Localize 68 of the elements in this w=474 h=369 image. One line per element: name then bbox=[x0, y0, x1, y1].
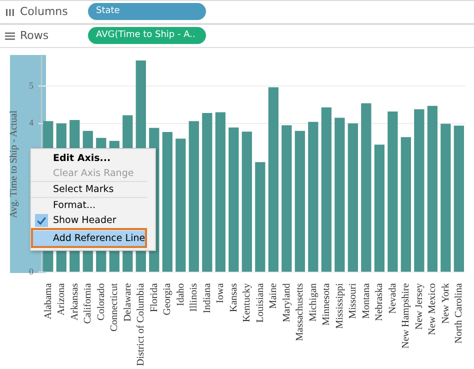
bar bbox=[361, 103, 372, 272]
bar bbox=[176, 138, 186, 272]
bar bbox=[242, 132, 252, 272]
annotation: Format... bbox=[31, 197, 148, 213]
bar bbox=[202, 112, 212, 272]
bar bbox=[162, 132, 172, 272]
bar bbox=[414, 109, 424, 272]
x-tick-label: Maine bbox=[268, 282, 280, 309]
x-tick-label: Maryland bbox=[281, 283, 292, 322]
x-tick-label: Montana bbox=[360, 282, 372, 319]
x-tick-label: Arizona bbox=[56, 282, 68, 316]
text: Columns bbox=[20, 5, 68, 18]
bar bbox=[228, 127, 239, 272]
bar bbox=[215, 112, 226, 272]
bar bbox=[348, 123, 358, 272]
text: State bbox=[88, 3, 206, 20]
bar bbox=[440, 124, 451, 272]
annotation: Add Reference Line bbox=[33, 230, 146, 246]
y-tick-label: 4 bbox=[29, 118, 34, 128]
x-tick-label: Alabama bbox=[42, 282, 54, 320]
x-tick-label: Minnesota bbox=[321, 282, 332, 326]
bar bbox=[400, 137, 411, 272]
bar bbox=[308, 122, 318, 272]
annotation: Edit Axis... bbox=[52, 152, 112, 166]
annotation: Clear Axis Range bbox=[52, 167, 135, 181]
bar bbox=[294, 130, 305, 272]
x-tick-label: Massachusetts bbox=[294, 283, 306, 342]
bar bbox=[374, 144, 384, 272]
x-tick-label: Kansas bbox=[228, 283, 240, 312]
bar bbox=[321, 107, 332, 272]
x-tick-label: Nebraska bbox=[374, 282, 386, 321]
x-tick-label: Louisiana bbox=[254, 282, 266, 323]
annotation: Show Header bbox=[52, 214, 118, 228]
x-tick-label: Connecticut bbox=[109, 283, 120, 332]
x-tick-label: Kentucky bbox=[242, 283, 253, 322]
x-tick-label: Nevada bbox=[387, 282, 398, 314]
bar bbox=[454, 126, 464, 272]
x-tick-label: Indiana bbox=[202, 282, 213, 314]
bar bbox=[334, 118, 345, 272]
x-tick-label: New Jersey bbox=[414, 283, 425, 330]
bar bbox=[255, 162, 266, 272]
x-tick-label: California bbox=[82, 282, 94, 324]
x-tick-label: New Hampshire bbox=[400, 282, 412, 348]
x-tick-label: Missouri bbox=[348, 283, 359, 319]
text: Rows bbox=[20, 29, 49, 42]
x-tick-label: District of Columbia bbox=[136, 282, 147, 366]
text: AVG(Time to Ship - A.. bbox=[88, 27, 206, 44]
x-tick-label: Colorado bbox=[96, 283, 107, 320]
x-tick-label: North Carolina bbox=[454, 282, 465, 344]
x-tick-label: New Mexico bbox=[427, 283, 438, 336]
annotation: Select Marks bbox=[31, 181, 148, 197]
x-tick-label: Iowa bbox=[215, 282, 226, 304]
x-tick-label: Arkansas bbox=[69, 283, 80, 320]
y-tick-label: 5 bbox=[29, 80, 34, 91]
x-tick-label: Idaho bbox=[175, 283, 186, 306]
x-tick-label: Illinois bbox=[188, 283, 200, 312]
x-tick-label: Florida bbox=[148, 282, 160, 312]
x-tick-label: Mississippi bbox=[334, 283, 346, 329]
y-axis-title: Avg. Time to Ship - Actual bbox=[8, 110, 20, 218]
bar bbox=[388, 111, 398, 272]
x-tick-label: Delaware bbox=[122, 282, 134, 322]
bar bbox=[282, 125, 292, 272]
bar bbox=[268, 87, 278, 272]
x-tick-label: Michigan bbox=[308, 283, 319, 322]
x-tick-label: New York bbox=[440, 283, 452, 324]
bar bbox=[427, 106, 438, 272]
x-tick-label: Georgia bbox=[162, 282, 174, 316]
bar bbox=[188, 121, 199, 272]
